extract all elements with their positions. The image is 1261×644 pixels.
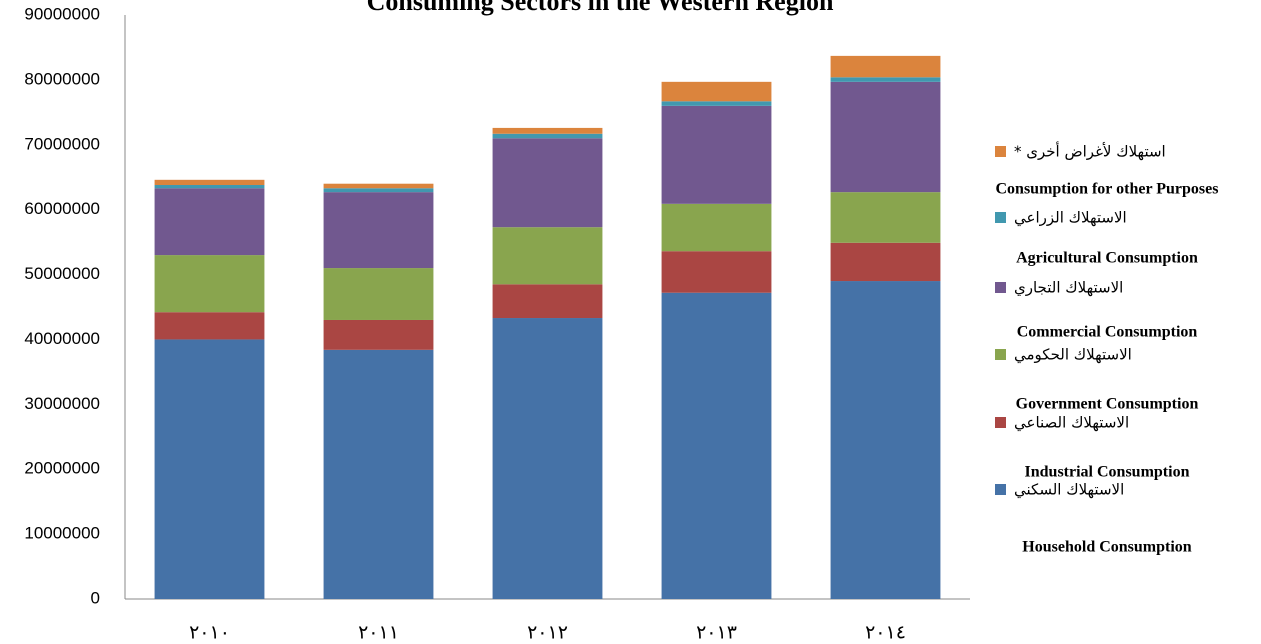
legend-swatch [995,212,1006,223]
x-tick-label: ٢٠١٠ [189,622,230,644]
bar-segment [323,349,434,599]
legend-label-en: Commercial Consumption [1017,324,1198,341]
bar-segment [154,255,265,313]
x-tick-label: ٢٠١٢ [527,622,568,644]
bar-segment [661,81,772,102]
legend-label: الاستهلاك الصناعي [1014,414,1129,433]
legend-label-en: Household Consumption [1022,539,1191,556]
bar-segment [154,312,265,340]
legend-swatch [995,417,1006,428]
bar-segment [661,251,772,293]
y-tick-label: 60000000 [24,199,100,218]
bar-segment [154,339,265,599]
legend-label-en: Industrial Consumption [1025,464,1190,481]
bar-segment [830,81,941,193]
y-tick-label: 80000000 [24,69,100,88]
bar-segment [830,192,941,243]
bar-segment [154,185,265,189]
legend-label: الاستهلاك الحكومي [1014,346,1132,365]
legend-swatch [995,349,1006,360]
bar-segment [492,284,603,319]
legend-swatch [995,146,1006,157]
bar-segment [661,105,772,204]
chart-title: Consuming Sectors in the Western Region [367,0,834,16]
legend-label-en: Consumption for other Purposes [996,181,1219,198]
y-tick-label: 10000000 [24,524,100,543]
x-tick-label: ٢٠١٤ [865,622,906,644]
legend-label: استهلاك لأغراض أخرى * [1014,142,1166,161]
legend-label: الاستهلاك التجاري [1014,279,1123,298]
bar-segment [830,281,941,599]
bar-segment [661,101,772,106]
bar-segment [323,183,434,189]
y-tick-label: 20000000 [24,459,100,478]
y-tick-label: 0 [91,588,100,607]
y-tick-label: 90000000 [24,4,100,23]
legend-label-en: Agricultural Consumption [1016,250,1198,267]
bar-segment [492,127,603,134]
bar-segment [661,292,772,599]
bar-segment [492,227,603,285]
x-tick-label: ٢٠١٣ [696,622,737,644]
y-tick-label: 40000000 [24,329,100,348]
bar-segment [323,188,434,193]
bar-segment [323,319,434,350]
bar-segment [323,192,434,269]
legend-label: الاستهلاك الزراعي [1014,209,1127,228]
legend-label-en: Government Consumption [1016,396,1199,413]
y-tick-label: 70000000 [24,134,100,153]
bar-segment [492,138,603,228]
bar-segment [661,203,772,252]
y-tick-label: 30000000 [24,394,100,413]
legend-label: الاستهلاك السكني [1014,481,1124,500]
legend-swatch [995,484,1006,495]
bar-segment [323,268,434,320]
bar-segment [492,133,603,139]
bar-segment [154,188,265,256]
bar-segment [830,55,941,78]
y-tick-label: 50000000 [24,264,100,283]
legend-swatch [995,282,1006,293]
bar-segment [830,77,941,82]
x-tick-label: ٢٠١١ [358,622,399,644]
bar-segment [154,179,265,186]
bar-segment [492,318,603,599]
bar-segment [830,242,941,282]
